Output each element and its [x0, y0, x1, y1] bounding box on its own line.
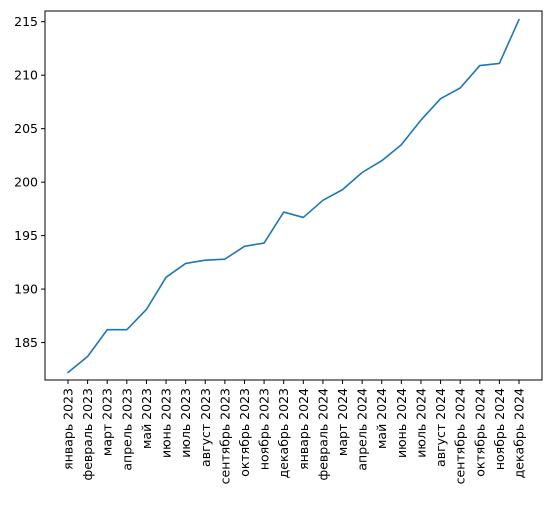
x-tick-label: июнь 2024	[394, 388, 409, 458]
x-tick-label: январь 2023	[61, 388, 76, 470]
x-tick-label: ноябрь 2023	[257, 388, 272, 470]
x-tick-label: сентябрь 2024	[453, 388, 468, 484]
x-tick-label: январь 2024	[296, 388, 311, 470]
x-tick-label: декабрь 2024	[512, 388, 527, 478]
x-tick-label: сентябрь 2023	[217, 388, 232, 484]
x-tick-label: июнь 2023	[159, 388, 174, 458]
y-tick-label: 195	[14, 228, 38, 243]
series-layer	[67, 18, 520, 374]
x-tick-label: июль 2024	[413, 388, 428, 458]
x-tick-label: октябрь 2024	[472, 388, 487, 477]
x-tick-label: апрель 2023	[119, 388, 134, 471]
x-tick-label: август 2023	[198, 388, 213, 467]
x-tick-label: июль 2023	[178, 388, 193, 458]
x-tick-label: август 2024	[433, 388, 448, 467]
x-tick-label: апрель 2024	[355, 388, 370, 471]
x-axis: январь 2023 февраль 2023 март 2023 апрель 2…	[61, 380, 527, 484]
series-line	[67, 18, 520, 374]
axes-frame	[44, 10, 543, 381]
x-tick-label: октябрь 2023	[237, 388, 252, 477]
x-tick-label: декабрь 2023	[276, 388, 291, 478]
y-tick-label: 200	[14, 175, 38, 190]
x-tick-label: март 2023	[100, 388, 115, 456]
x-tick-label: февраль 2024	[315, 388, 330, 481]
x-tick-label: март 2024	[335, 388, 350, 456]
y-tick-label: 190	[14, 282, 38, 297]
y-tick-label: 185	[14, 335, 38, 350]
x-tick-label: май 2024	[374, 388, 389, 449]
x-tick-label: февраль 2023	[80, 388, 95, 480]
y-tick-label: 210	[14, 68, 38, 83]
y-axis: 185 190 195 200 205 210 215	[14, 14, 45, 350]
x-tick-label: май 2023	[139, 388, 154, 449]
plot-area: 185 190 195 200 205 210 215 январь 2023 февраль…	[14, 10, 543, 484]
x-tick-label: ноябрь 2024	[492, 388, 507, 470]
y-tick-label: 205	[14, 121, 38, 136]
y-tick-label: 215	[14, 14, 38, 29]
